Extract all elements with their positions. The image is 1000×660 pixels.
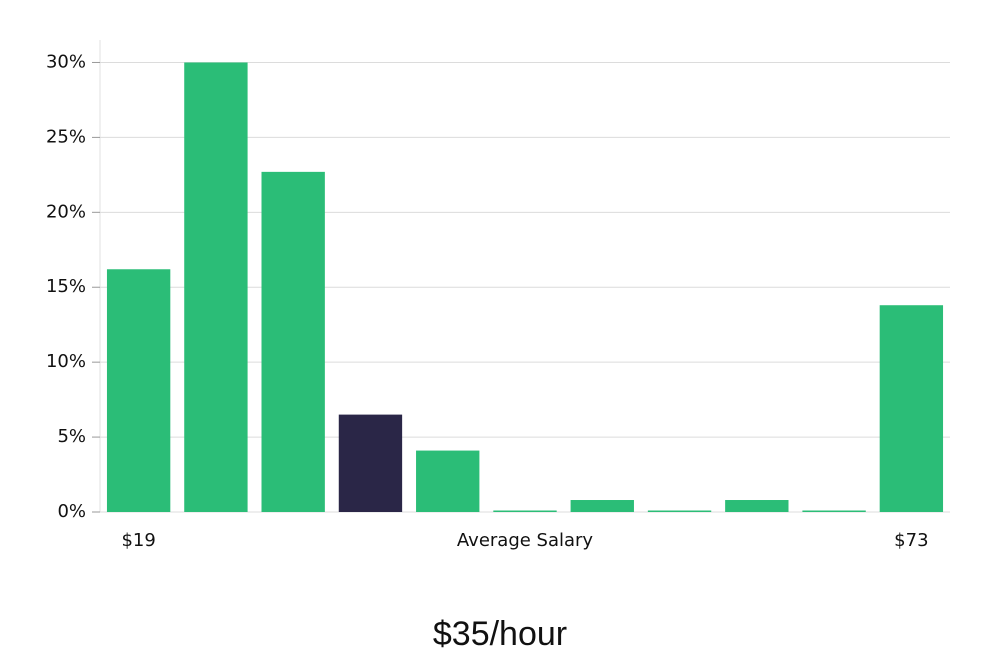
y-tick-label: 30% (46, 51, 86, 72)
bar (879, 305, 944, 512)
bar (106, 269, 171, 512)
bar (647, 510, 712, 512)
y-tick-label: 10% (46, 351, 86, 372)
x-tick-label: $19 (121, 530, 155, 551)
bar (725, 500, 789, 512)
bar (802, 510, 866, 512)
bar (184, 62, 248, 512)
subtitle: $35/hour (433, 615, 567, 653)
y-tick-label: 25% (46, 126, 86, 147)
x-axis-label: Average Salary (457, 530, 594, 551)
bar (570, 500, 634, 512)
bar (493, 510, 557, 512)
y-tick-label: 0% (57, 501, 86, 522)
bar (261, 171, 325, 512)
y-tick-label: 15% (46, 276, 86, 297)
bar (338, 414, 403, 512)
bar (416, 450, 480, 512)
x-tick-label: $73 (894, 530, 928, 551)
y-tick-label: 5% (57, 426, 86, 447)
y-tick-label: 20% (46, 201, 86, 222)
